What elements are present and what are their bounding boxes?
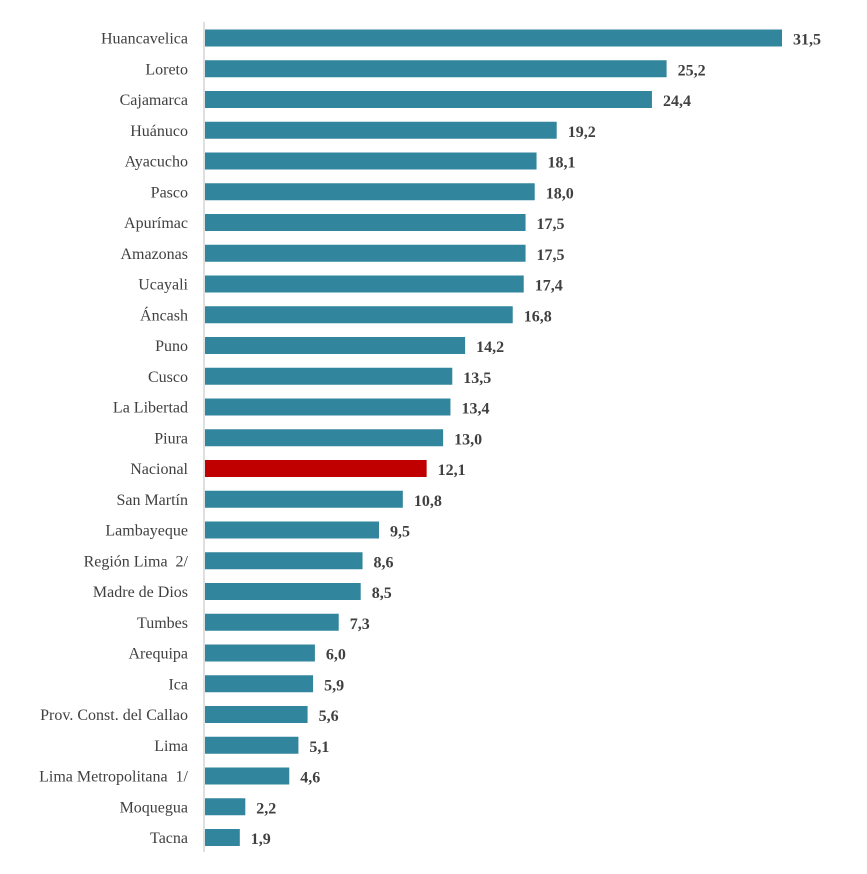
value-label: 1,9: [251, 831, 271, 848]
value-label: 17,4: [535, 278, 563, 295]
value-label: 4,6: [300, 770, 320, 787]
value-label: 5,9: [324, 677, 344, 694]
category-label: Madre de Dios: [93, 584, 188, 601]
category-label: Loreto: [145, 61, 188, 78]
value-label: 18,1: [548, 155, 576, 172]
category-label: Lambayeque: [105, 523, 188, 540]
category-label: Tumbes: [137, 615, 188, 632]
bar-13: [205, 429, 444, 447]
value-label: 8,5: [372, 585, 392, 602]
category-label: Amazonas: [120, 246, 188, 263]
category-label: Lima: [154, 738, 188, 755]
category-label: Región Lima 2/: [84, 553, 189, 570]
value-label: 13,5: [463, 370, 491, 387]
bars-group: [205, 29, 782, 846]
category-label: Huánuco: [130, 123, 188, 140]
value-label: 13,0: [454, 431, 482, 448]
value-label: 31,5: [793, 32, 821, 49]
value-label: 2,2: [256, 800, 276, 817]
value-label: 5,6: [319, 708, 339, 725]
bar-3: [205, 121, 557, 139]
bar-1: [205, 60, 667, 78]
category-label: San Martín: [116, 492, 188, 509]
value-label: 7,3: [350, 616, 370, 633]
category-label: Apurímac: [124, 215, 188, 232]
bar-20: [205, 644, 315, 662]
bar-5: [205, 183, 535, 201]
category-label: Huancavelica: [101, 31, 188, 48]
value-label: 14,2: [476, 339, 504, 356]
category-label: Piura: [154, 430, 188, 447]
value-label: 8,6: [374, 554, 394, 571]
bar-26: [205, 829, 240, 846]
value-label: 16,8: [524, 308, 552, 325]
value-label: 19,2: [568, 124, 596, 141]
bar-22: [205, 706, 308, 723]
category-label: La Libertad: [113, 400, 188, 417]
category-label: Ucayali: [138, 277, 188, 294]
value-label: 25,2: [678, 62, 706, 79]
bar-16: [205, 521, 380, 539]
value-label: 17,5: [537, 216, 565, 233]
bar-15: [205, 490, 403, 508]
category-label: Moquegua: [120, 799, 188, 816]
bar-18: [205, 583, 361, 600]
value-label: 10,8: [414, 493, 442, 510]
bar-0: [205, 29, 782, 47]
value-label: 17,5: [537, 247, 565, 264]
bar-8: [205, 275, 524, 293]
value-label: 13,4: [461, 401, 489, 418]
category-label: Áncash: [140, 305, 188, 324]
value-label: 18,0: [546, 185, 574, 202]
bar-11: [205, 367, 453, 385]
value-label: 9,5: [390, 524, 410, 541]
bar-12: [205, 398, 451, 416]
category-label: Cusco: [148, 369, 188, 386]
bar-14: [205, 460, 427, 477]
value-label: 12,1: [438, 462, 466, 479]
category-label: Puno: [155, 338, 188, 355]
value-labels-group: 31,5 25,2 24,4 19,2 18,1 18,0 17,5 17,5 17,4 16,8…: [251, 32, 821, 849]
category-label: Prov. Const. del Callao: [40, 707, 188, 724]
bar-21: [205, 675, 314, 693]
bar-25: [205, 798, 246, 816]
bar-24: [205, 767, 290, 785]
category-label: Ayacucho: [125, 154, 188, 171]
bar-2: [205, 91, 652, 108]
category-label: Pasco: [151, 184, 188, 201]
bar-6: [205, 214, 526, 231]
value-label: 6,0: [326, 647, 346, 664]
category-label: Lima Metropolitana 1/: [39, 769, 188, 786]
category-label: Ica: [168, 676, 188, 693]
category-label: Nacional: [130, 461, 188, 478]
value-label: 5,1: [309, 739, 329, 756]
bar-10: [205, 337, 466, 354]
bar-19: [205, 613, 339, 631]
category-label: Tacna: [150, 830, 188, 847]
category-label: Arequipa: [128, 646, 188, 663]
bar-9: [205, 306, 513, 324]
bar-4: [205, 152, 537, 170]
value-label: 24,4: [663, 93, 691, 110]
bar-7: [205, 244, 526, 262]
bar-23: [205, 736, 299, 754]
category-label: Cajamarca: [120, 92, 188, 109]
bar-17: [205, 552, 363, 570]
category-labels-group: Huancavelica Loreto Cajamarca Huánuco Ayacuc…: [39, 31, 188, 848]
